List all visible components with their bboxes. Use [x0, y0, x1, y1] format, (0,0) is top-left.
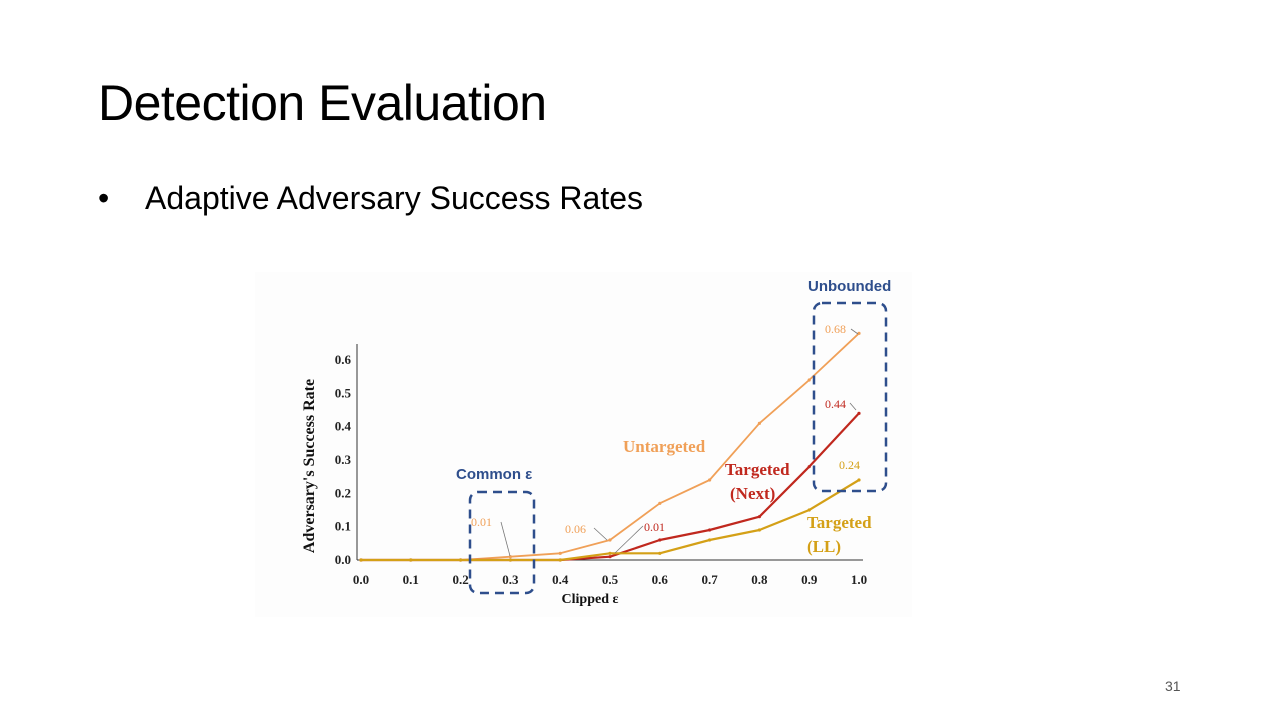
data-point — [359, 558, 363, 562]
data-label: 0.24 — [839, 458, 860, 472]
annotation-common-eps: Common ε — [456, 466, 532, 483]
x-tick-label: 0.1 — [403, 572, 419, 587]
slide-number: 31 — [1165, 678, 1181, 694]
chart-svg: 0.0 0.1 0.2 0.3 0.4 0.5 0.6 0.7 0.8 0.9 1.0 0.0 0.1 0… — [301, 278, 891, 607]
data-point — [409, 558, 413, 562]
data-point — [757, 421, 761, 425]
y-tick-label: 0.4 — [335, 419, 352, 434]
series-label-targeted-ll: Targeted — [807, 513, 872, 532]
data-label-leader — [593, 527, 608, 541]
unbounded-box — [812, 301, 888, 493]
data-label: 0.68 — [825, 322, 846, 336]
data-point — [807, 465, 811, 469]
data-point — [807, 508, 811, 512]
series-line-targeted-next — [361, 412, 860, 562]
data-point — [757, 528, 761, 532]
bullet-text: Adaptive Adversary Success Rates — [145, 180, 644, 216]
data-point — [658, 538, 662, 542]
series-label-targeted-next: (Next) — [730, 484, 775, 503]
data-label-leader — [500, 521, 511, 557]
y-tick-label: 0.1 — [335, 519, 351, 534]
data-point — [807, 378, 811, 382]
data-point — [608, 551, 612, 555]
x-tick-label: 0.9 — [801, 572, 818, 587]
data-point — [757, 515, 761, 519]
data-point — [857, 331, 861, 335]
data-label: 0.01 — [471, 515, 492, 529]
x-tick-label: 0.7 — [701, 572, 718, 587]
y-tick-label: 0.2 — [335, 485, 351, 500]
x-tick-label: 0.5 — [602, 572, 619, 587]
y-tick-label: 0.5 — [335, 385, 352, 400]
common-eps-box — [468, 490, 536, 595]
annotation-unbounded: Unbounded — [808, 278, 891, 295]
x-tick-label: 0.2 — [452, 572, 468, 587]
series-label-targeted-ll: (LL) — [807, 537, 841, 556]
x-tick-label: 0.8 — [751, 572, 768, 587]
data-point — [857, 478, 861, 482]
x-tick-label: 0.4 — [552, 572, 569, 587]
y-tick-label: 0.6 — [335, 352, 352, 367]
data-label-leader — [850, 328, 859, 335]
data-label-leader — [849, 402, 857, 411]
data-point — [608, 555, 612, 559]
data-point — [608, 538, 612, 542]
series-line-untargeted — [361, 332, 860, 561]
x-tick-label: 1.0 — [851, 572, 867, 587]
data-point — [708, 528, 712, 532]
data-label: 0.06 — [565, 522, 586, 536]
data-label-leader — [614, 525, 644, 554]
data-point — [658, 551, 662, 555]
data-point — [658, 501, 662, 505]
y-axis-title: Adversary's Success Rate — [301, 379, 318, 553]
bullet-symbol: • — [98, 180, 110, 216]
series-label-targeted-next: Targeted — [725, 460, 790, 479]
y-tick-label: 0.3 — [335, 452, 352, 467]
data-label: 0.01 — [644, 520, 665, 534]
data-point — [459, 558, 463, 562]
data-point — [857, 411, 861, 415]
data-label: 0.44 — [825, 397, 846, 411]
x-tick-label: 0.3 — [502, 572, 519, 587]
y-tick-label: 0.0 — [335, 552, 351, 567]
x-tick-label: 0.0 — [353, 572, 369, 587]
data-point — [558, 558, 562, 562]
data-point — [508, 558, 512, 562]
x-tick-label: 0.6 — [652, 572, 669, 587]
success-rate-chart: 0.0 0.1 0.2 0.3 0.4 0.5 0.6 0.7 0.8 0.9 1.0 0.0 0.1 0… — [255, 272, 912, 617]
slide-title: Detection Evaluation — [98, 75, 547, 131]
data-point — [508, 555, 512, 559]
series-label-untargeted: Untargeted — [623, 437, 706, 456]
data-point — [708, 538, 712, 542]
x-axis-title: Clipped ε — [562, 592, 619, 607]
data-point — [708, 478, 712, 482]
data-point — [558, 551, 562, 555]
